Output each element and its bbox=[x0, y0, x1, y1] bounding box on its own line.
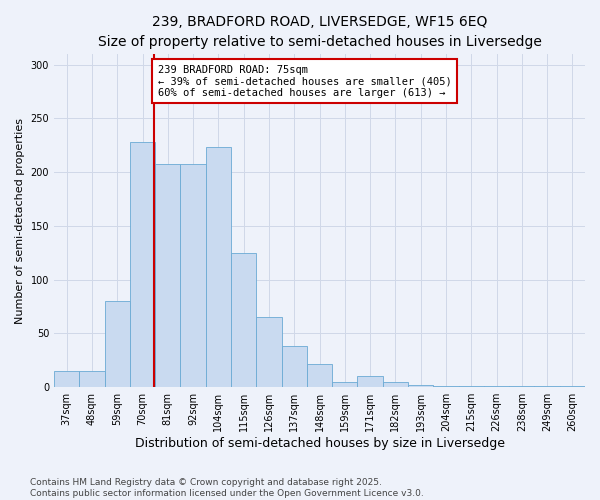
Bar bbox=[281, 346, 307, 387]
Bar bbox=[332, 382, 358, 387]
Text: 239 BRADFORD ROAD: 75sqm
← 39% of semi-detached houses are smaller (405)
60% of : 239 BRADFORD ROAD: 75sqm ← 39% of semi-d… bbox=[158, 64, 451, 98]
Bar bbox=[509, 386, 535, 387]
Bar bbox=[408, 385, 433, 387]
Bar bbox=[231, 253, 256, 387]
Y-axis label: Number of semi-detached properties: Number of semi-detached properties bbox=[15, 118, 25, 324]
Bar bbox=[256, 318, 281, 387]
Bar bbox=[307, 364, 332, 387]
Bar bbox=[484, 386, 509, 387]
Bar bbox=[458, 386, 484, 387]
Bar bbox=[155, 164, 181, 387]
X-axis label: Distribution of semi-detached houses by size in Liversedge: Distribution of semi-detached houses by … bbox=[134, 437, 505, 450]
Bar bbox=[79, 371, 104, 387]
Bar bbox=[206, 148, 231, 387]
Text: Contains HM Land Registry data © Crown copyright and database right 2025.
Contai: Contains HM Land Registry data © Crown c… bbox=[30, 478, 424, 498]
Bar bbox=[535, 386, 560, 387]
Bar bbox=[358, 376, 383, 387]
Bar bbox=[181, 164, 206, 387]
Bar bbox=[383, 382, 408, 387]
Bar bbox=[104, 301, 130, 387]
Title: 239, BRADFORD ROAD, LIVERSEDGE, WF15 6EQ
Size of property relative to semi-detac: 239, BRADFORD ROAD, LIVERSEDGE, WF15 6EQ… bbox=[98, 15, 541, 48]
Bar bbox=[433, 386, 458, 387]
Bar bbox=[54, 371, 79, 387]
Bar bbox=[130, 142, 155, 387]
Bar bbox=[560, 386, 585, 387]
